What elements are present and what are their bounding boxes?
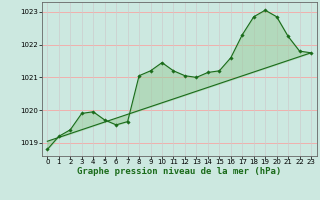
X-axis label: Graphe pression niveau de la mer (hPa): Graphe pression niveau de la mer (hPa) [77,167,281,176]
